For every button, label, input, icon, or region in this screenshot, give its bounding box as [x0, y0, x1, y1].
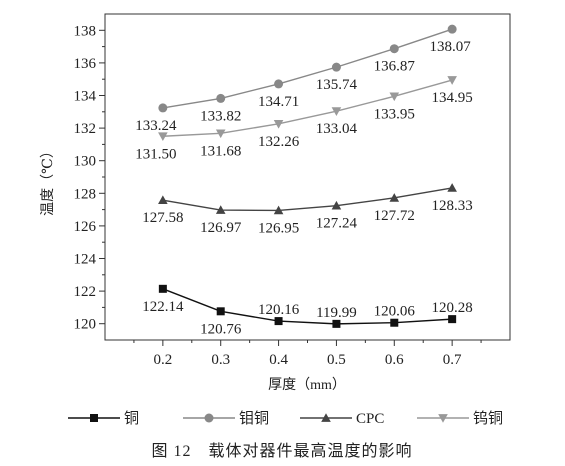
data-labels: 122.14 120.76 120.16 119.99 120.06 120.28 133.…: [135, 39, 473, 337]
data-point: [215, 205, 226, 214]
data-point: [321, 413, 331, 422]
data-point: [331, 62, 341, 72]
data-label: 119.99: [316, 305, 357, 321]
y-axis: 120 122 124 126 128 130 132 134 136 138: [74, 23, 105, 333]
data-point: [447, 183, 457, 192]
y-axis-title: 温度（℃）: [40, 144, 56, 216]
data-point: [447, 76, 457, 85]
data-point: [273, 120, 284, 129]
series-1: [158, 284, 457, 328]
legend-label: 钨铜: [473, 410, 503, 427]
data-point: [274, 79, 284, 89]
data-label: 128.33: [432, 198, 473, 214]
legend: 铜 钼铜 CPC 钨铜: [68, 410, 503, 427]
x-tick-label: 0.3: [211, 352, 230, 368]
y-tick-label: 126: [74, 219, 97, 235]
data-point: [216, 307, 225, 316]
data-label: 126.97: [200, 220, 242, 236]
data-label: 131.50: [135, 146, 176, 162]
legend-label: CPC: [356, 411, 384, 427]
data-point: [447, 24, 457, 34]
figure-caption: 图 12 载体对器件最高温度的影响: [151, 442, 412, 460]
data-point: [448, 315, 457, 324]
data-label: 133.82: [200, 108, 241, 124]
data-point: [158, 284, 167, 293]
y-tick-label: 124: [74, 252, 97, 268]
legend-label: 铜: [124, 410, 139, 427]
y-tick-label: 128: [74, 186, 97, 202]
x-axis-title: 厚度（mm）: [268, 377, 346, 393]
data-point: [204, 413, 214, 423]
data-label: 120.28: [432, 300, 473, 316]
legend-item: 钼铜: [183, 410, 269, 427]
data-label: 120.06: [374, 304, 416, 320]
data-label: 134.95: [432, 90, 473, 106]
y-tick-label: 134: [74, 89, 97, 105]
data-label: 134.71: [258, 94, 299, 110]
data-point: [216, 93, 226, 103]
data-point: [438, 414, 448, 423]
data-label: 122.14: [142, 299, 184, 315]
data-label: 135.74: [316, 77, 358, 93]
data-point: [389, 92, 400, 102]
data-point: [215, 129, 226, 139]
data-label: 133.24: [135, 118, 177, 134]
legend-item: 钨铜: [417, 410, 503, 427]
x-tick-label: 0.4: [269, 352, 288, 368]
data-point: [158, 195, 168, 204]
series-3: [158, 183, 457, 215]
data-label: 131.68: [200, 143, 241, 159]
data-point: [274, 317, 283, 326]
data-point: [90, 414, 98, 422]
series-layer: [158, 24, 457, 328]
x-tick-label: 0.5: [327, 352, 346, 368]
data-point: [389, 193, 400, 202]
legend-item: CPC: [300, 411, 384, 427]
y-tick-label: 136: [74, 56, 97, 72]
data-label: 127.24: [316, 216, 358, 232]
y-tick-label: 130: [74, 154, 97, 170]
x-tick-label: 0.6: [385, 352, 404, 368]
data-point: [331, 107, 342, 116]
legend-item: 铜: [68, 410, 139, 427]
data-point: [332, 319, 341, 328]
data-label: 133.04: [316, 121, 358, 137]
data-label: 120.76: [200, 321, 242, 337]
y-tick-label: 138: [74, 23, 97, 39]
series-4: [158, 76, 457, 142]
data-point: [158, 103, 168, 113]
legend-label: 钼铜: [239, 410, 269, 427]
data-label: 138.07: [430, 39, 472, 55]
data-label: 126.95: [258, 220, 299, 236]
y-tick-label: 120: [74, 317, 97, 333]
series-line: [162, 79, 453, 137]
series-line: [162, 288, 453, 325]
series-2: [158, 24, 457, 113]
data-label: 120.16: [258, 302, 300, 318]
series-line: [162, 28, 453, 109]
data-point: [389, 44, 399, 54]
data-label: 127.58: [142, 210, 183, 226]
data-label: 127.72: [374, 208, 415, 224]
x-axis: 0.2 0.3 0.4 0.5 0.6 0.7: [133, 340, 482, 368]
data-point: [273, 205, 284, 215]
data-point: [331, 200, 342, 210]
data-label: 136.87: [374, 59, 416, 75]
series-line: [162, 187, 453, 212]
x-tick-label: 0.2: [153, 352, 172, 368]
y-tick-label: 132: [74, 121, 97, 137]
data-point: [390, 318, 399, 327]
data-label: 133.95: [374, 106, 415, 122]
data-point: [158, 132, 168, 142]
y-tick-label: 122: [74, 284, 97, 300]
x-tick-label: 0.7: [443, 352, 462, 368]
data-label: 132.26: [258, 134, 300, 150]
